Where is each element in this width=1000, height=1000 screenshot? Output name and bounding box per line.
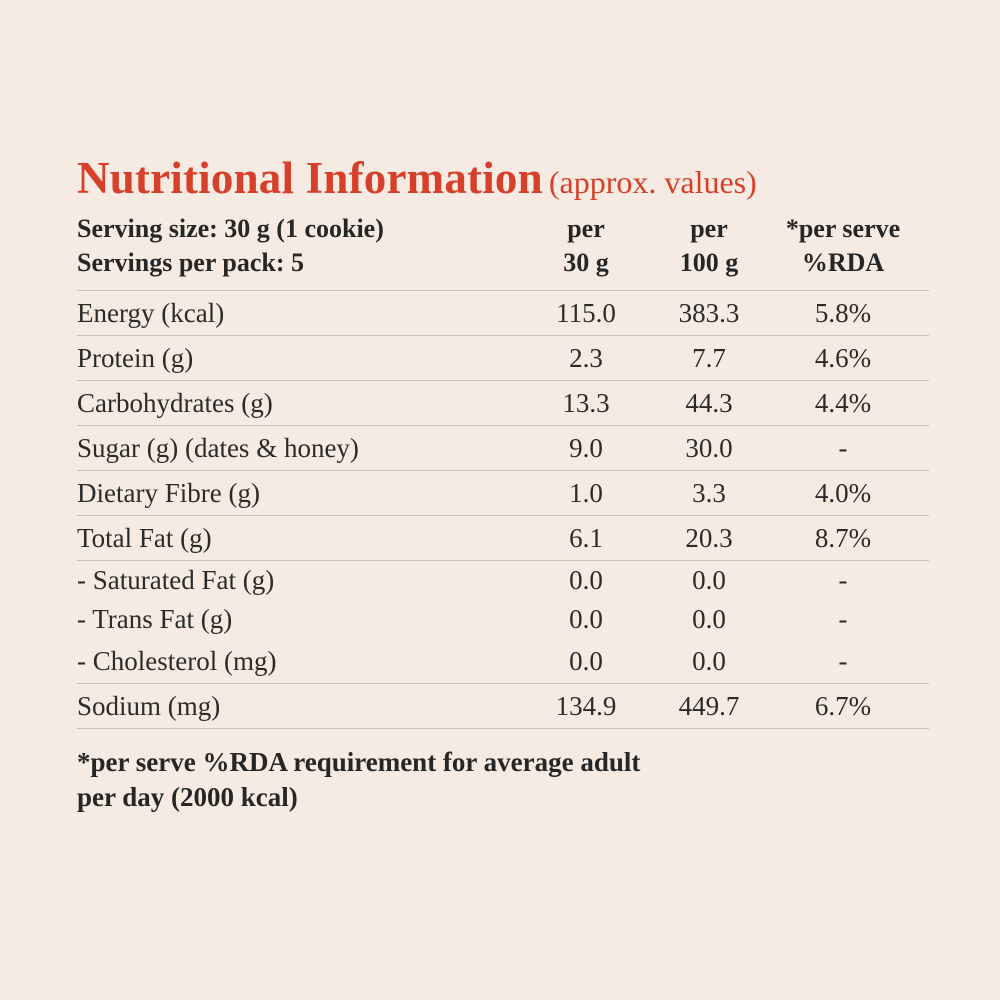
value-rda: 6.7%	[814, 690, 872, 721]
value-per-30g: 134.9	[555, 690, 617, 721]
footnote: *per serve %RDA requirement for average …	[77, 745, 777, 815]
column-header-per-30g: per 30 g	[527, 212, 645, 280]
column-header-line: *per serve	[785, 214, 901, 243]
table-row: Carbohydrates (g) 13.3 44.3 4.4%	[77, 381, 929, 426]
table-row: Total Fat (g) 6.1 20.3 8.7%	[77, 516, 929, 561]
value-rda: 4.4%	[814, 387, 872, 418]
title: Nutritional Information	[77, 153, 543, 203]
table-row: Protein (g) 2.3 7.7 4.6%	[77, 336, 929, 381]
value-per-30g: 0.0	[569, 645, 603, 676]
table-row: - Cholesterol (mg) 0.0 0.0 -	[77, 639, 929, 684]
value-per-100g: 0.0	[692, 604, 726, 634]
value-rda: 5.8%	[814, 297, 872, 328]
footnote-line: *per serve %RDA requirement for average …	[77, 747, 641, 777]
table-row: Dietary Fibre (g) 1.0 3.3 4.0%	[77, 471, 929, 516]
value-rda: 4.6%	[814, 342, 872, 373]
value-rda: 4.0%	[814, 477, 872, 508]
value-per-30g: 2.3	[569, 342, 603, 373]
table-row: - Saturated Fat (g) 0.0 0.0 -	[77, 561, 929, 600]
value-per-30g: 9.0	[569, 432, 603, 463]
table-header: Serving size: 30 g (1 cookie) Servings p…	[77, 212, 929, 291]
value-rda: -	[838, 604, 848, 634]
nutrient-name: - Trans Fat (g)	[77, 604, 233, 634]
value-per-100g: 30.0	[685, 432, 733, 463]
column-header-line: 100 g	[679, 248, 739, 277]
servings-per-pack: Servings per pack: 5	[77, 248, 305, 277]
nutrition-panel: Nutritional Information (approx. values) …	[77, 152, 929, 815]
nutrient-name: Carbohydrates (g)	[77, 387, 273, 418]
footnote-line: per day (2000 kcal)	[77, 782, 298, 812]
column-header-rda: *per serve %RDA	[773, 212, 913, 280]
title-row: Nutritional Information (approx. values)	[77, 152, 929, 212]
value-per-100g: 7.7	[692, 342, 726, 373]
nutrient-name: Energy (kcal)	[77, 297, 225, 328]
value-per-30g: 115.0	[556, 297, 616, 328]
table-row: - Trans Fat (g) 0.0 0.0 -	[77, 600, 929, 639]
column-header-line: per	[567, 214, 605, 243]
nutrient-name: Protein (g)	[77, 342, 194, 373]
serving-size: Serving size: 30 g (1 cookie)	[77, 214, 384, 243]
value-per-100g: 0.0	[692, 645, 726, 676]
value-per-100g: 383.3	[678, 297, 740, 328]
value-per-100g: 449.7	[678, 690, 740, 721]
serving-info: Serving size: 30 g (1 cookie) Servings p…	[77, 212, 527, 280]
subtitle: (approx. values)	[548, 164, 757, 200]
nutrient-name: Sodium (mg)	[77, 690, 221, 721]
table-row: Sodium (mg) 134.9 449.7 6.7%	[77, 684, 929, 729]
table-row: Sugar (g) (dates & honey) 9.0 30.0 -	[77, 426, 929, 471]
value-per-30g: 6.1	[569, 522, 603, 553]
nutrient-name: - Cholesterol (mg)	[77, 645, 277, 676]
column-header-line: per	[690, 214, 728, 243]
nutrient-name: - Saturated Fat (g)	[77, 565, 275, 595]
value-rda: 8.7%	[814, 522, 872, 553]
value-per-30g: 0.0	[569, 604, 603, 634]
nutrient-name: Sugar (g) (dates & honey)	[77, 432, 359, 463]
value-per-100g: 0.0	[692, 565, 726, 595]
value-rda: -	[838, 432, 848, 463]
value-per-100g: 3.3	[692, 477, 726, 508]
table-row: Energy (kcal) 115.0 383.3 5.8%	[77, 291, 929, 336]
value-rda: -	[838, 645, 848, 676]
value-per-30g: 1.0	[569, 477, 603, 508]
column-header-line: 30 g	[563, 248, 609, 277]
value-per-100g: 44.3	[685, 387, 733, 418]
value-per-30g: 13.3	[562, 387, 610, 418]
column-header-per-100g: per 100 g	[645, 212, 773, 280]
nutrient-name: Dietary Fibre (g)	[77, 477, 260, 508]
value-per-30g: 0.0	[569, 565, 603, 595]
value-per-100g: 20.3	[685, 522, 733, 553]
column-header-line: %RDA	[801, 248, 885, 277]
value-rda: -	[838, 565, 848, 595]
nutrient-name: Total Fat (g)	[77, 522, 212, 553]
